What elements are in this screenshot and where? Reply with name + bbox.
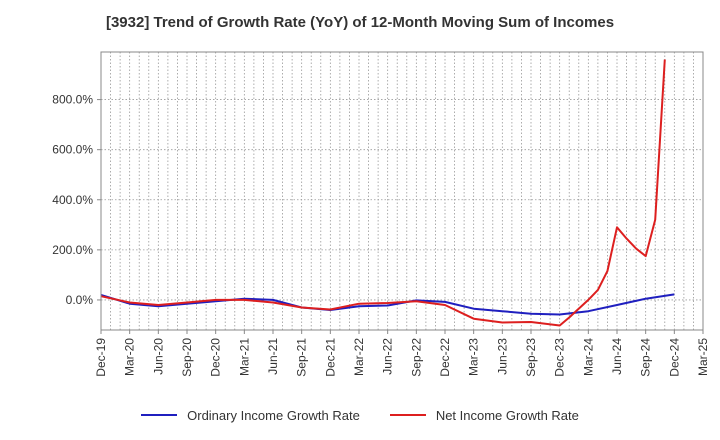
x-tick-label: Jun-22 [381, 338, 395, 375]
y-tick-label: 200.0% [52, 243, 93, 257]
x-tick-label: Sep-20 [180, 338, 194, 377]
x-tick-label: Mar-20 [123, 338, 137, 376]
plot-frame [100, 51, 704, 331]
x-tick-label: Sep-22 [409, 338, 423, 377]
x-tick-label: Dec-20 [209, 338, 223, 377]
x-tick-label: Mar-21 [237, 338, 251, 376]
x-tick-label: Sep-24 [639, 338, 653, 377]
legend-label-ordinary-income: Ordinary Income Growth Rate [187, 407, 360, 423]
legend-label-net-income: Net Income Growth Rate [435, 407, 579, 423]
y-tick-label: 0.0% [66, 293, 94, 307]
x-tick-label: Mar-25 [696, 338, 710, 376]
legend-item-net-income: Net Income Growth Rate [389, 407, 579, 423]
chart-title: [3932] Trend of Growth Rate (YoY) of 12-… [105, 14, 615, 31]
legend-item-ordinary-income: Ordinary Income Growth Rate [141, 408, 360, 423]
series-lines [100, 59, 675, 327]
x-tick-label: Jun-24 [610, 338, 624, 375]
plot-area [101, 52, 703, 330]
x-tick-label: Dec-24 [667, 338, 681, 377]
x-tick-label: Sep-23 [524, 338, 538, 377]
x-tick-label: Dec-23 [553, 338, 567, 377]
legend-swatch-net-income [389, 414, 426, 416]
y-tick-label: 600.0% [52, 143, 93, 157]
legend-swatch-ordinary-income [141, 414, 178, 416]
x-tick-label: Mar-23 [467, 338, 481, 376]
x-tick-label: Mar-24 [581, 338, 595, 376]
y-axis-tick-labels: 0.0% 200.0% 400.0% 600.0% 800.0% [52, 93, 101, 307]
y-tick-label: 400.0% [52, 193, 93, 207]
y-tick-label: 800.0% [52, 93, 93, 107]
legend: Ordinary Income Growth Rate Net Income G… [0, 405, 720, 425]
x-tick-label: Sep-21 [295, 338, 309, 377]
x-tick-label: Dec-21 [323, 338, 337, 377]
x-tick-label: Jun-20 [151, 338, 165, 375]
x-tick-label: Dec-22 [438, 338, 452, 377]
x-tick-label: Dec-19 [94, 338, 108, 377]
grid-lines [100, 52, 704, 330]
x-axis-tick-labels: Dec-19 Mar-20 Jun-20 Sep-20 Dec-20 Mar-21 Jun-… [94, 330, 710, 377]
x-tick-label: Jun-23 [495, 338, 509, 375]
x-tick-label: Mar-22 [352, 338, 366, 376]
series-line-net-income [100, 59, 666, 327]
x-tick-label: Jun-21 [266, 338, 280, 375]
series-line-ordinary-income [100, 293, 675, 316]
